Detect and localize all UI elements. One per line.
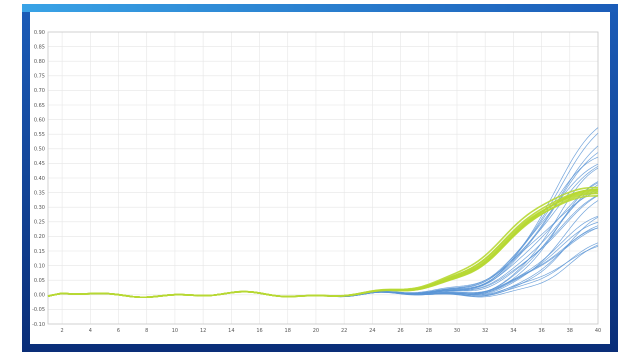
x-tick-label: 14 [228, 328, 234, 334]
x-tick-label: 30 [454, 328, 460, 334]
x-tick-label: 16 [256, 328, 262, 334]
y-tick-label: -0.05 [32, 307, 45, 313]
x-tick-label: 18 [285, 328, 291, 334]
series-line-blue [47, 200, 599, 298]
amplification-chart: -0.10 -0.05 0.00 0.05 0.10 0.15 0.20 0.25 0.30 0.… [32, 30, 601, 334]
x-tick-label: 38 [567, 328, 573, 334]
x-tick-label: 6 [117, 328, 120, 334]
series-line-green [47, 192, 599, 299]
y-tick-label: 0.35 [34, 190, 45, 196]
plot-area: -0.10 -0.05 0.00 0.05 0.10 0.15 0.20 0.25 0.30 0.… [30, 12, 610, 344]
series-line-blue [47, 127, 599, 298]
y-tick-label: 0.10 [34, 263, 45, 269]
x-tick-label: 24 [369, 328, 375, 334]
x-tick-label: 32 [482, 328, 488, 334]
x-tick-label: 26 [397, 328, 403, 334]
x-tick-label: 20 [313, 328, 319, 334]
series-line-blue [47, 244, 599, 298]
series-line-blue [47, 184, 599, 298]
series-line-blue [47, 195, 599, 298]
y-tick-label: -0.10 [32, 322, 45, 328]
x-tick-label: 40 [595, 328, 601, 334]
series-line-green [47, 195, 599, 299]
x-tick-label: 36 [538, 328, 544, 334]
plot-border [47, 31, 599, 325]
y-tick-label: 0.05 [34, 278, 45, 284]
series-line-green [47, 192, 599, 299]
y-tick-label: 0.90 [34, 30, 45, 36]
x-tick-label: 4 [89, 328, 92, 334]
y-tick-label: 0.80 [34, 59, 45, 65]
series-line-green [47, 186, 599, 299]
y-tick-label: 0.70 [34, 88, 45, 94]
y-tick-label: 0.50 [34, 147, 45, 153]
y-tick-label: 0.60 [34, 117, 45, 123]
y-tick-label: 0.65 [34, 103, 45, 109]
x-tick-label: 22 [341, 328, 347, 334]
y-tick-label: 0.00 [34, 293, 45, 299]
y-tick-label: 0.85 [34, 44, 45, 50]
x-tick-label: 12 [200, 328, 206, 334]
y-tick-label: 0.25 [34, 220, 45, 226]
y-tick-label: 0.55 [34, 132, 45, 138]
y-tick-label: 0.30 [34, 205, 45, 211]
x-tick-label: 2 [61, 328, 64, 334]
y-tick-label: 0.15 [34, 249, 45, 255]
y-tick-label: 0.45 [34, 161, 45, 167]
y-tick-label: 0.20 [34, 234, 45, 240]
x-tick-label: 28 [426, 328, 432, 334]
series-line-blue [47, 194, 599, 298]
y-tick-label: 0.40 [34, 176, 45, 182]
x-tick-label: 8 [145, 328, 148, 334]
y-tick-label: 0.75 [34, 74, 45, 80]
x-tick-label: 10 [172, 328, 178, 334]
x-tick-label: 34 [510, 328, 516, 334]
